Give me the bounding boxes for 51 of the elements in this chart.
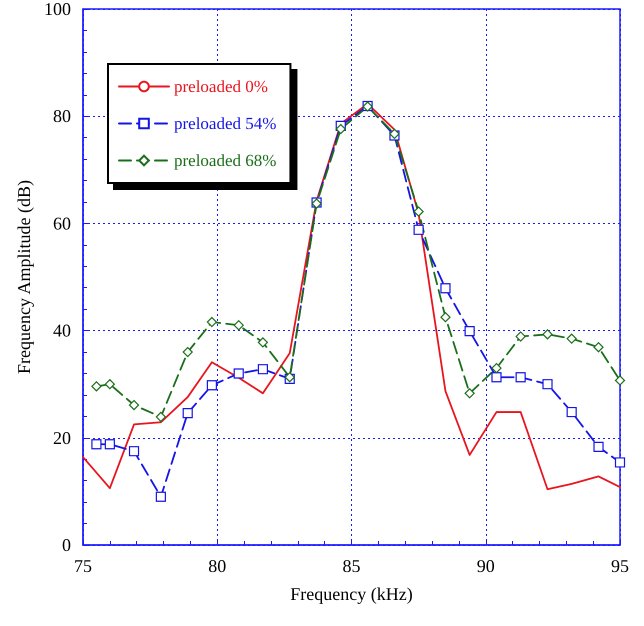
x-tick-label: 95 <box>611 556 629 576</box>
y-tick-label: 80 <box>53 106 71 126</box>
x-axis-title: Frequency (kHz) <box>290 584 413 604</box>
point <box>542 329 553 340</box>
legend-label: preloaded 54% <box>174 114 276 133</box>
point <box>206 316 217 328</box>
point <box>516 331 526 342</box>
point <box>258 364 268 374</box>
point <box>491 363 502 374</box>
point <box>414 206 424 217</box>
x-tick-label: 90 <box>476 556 495 576</box>
point <box>516 372 526 382</box>
point <box>104 379 115 390</box>
point <box>104 439 115 450</box>
point <box>464 388 475 398</box>
point <box>614 375 626 386</box>
point <box>491 372 502 382</box>
point <box>128 400 140 410</box>
point <box>156 412 166 422</box>
y-tick-label: 100 <box>44 0 71 19</box>
x-tick-label: 80 <box>208 556 226 576</box>
x-tick-label: 85 <box>342 556 360 576</box>
y-tick-label: 60 <box>53 213 71 234</box>
point <box>182 408 193 418</box>
point <box>258 337 268 348</box>
point <box>336 124 346 134</box>
point <box>566 334 577 344</box>
point <box>91 439 102 450</box>
point <box>440 283 451 294</box>
legend-label: preloaded 0% <box>174 77 268 96</box>
point <box>614 457 626 468</box>
point <box>234 320 244 330</box>
point <box>128 446 140 456</box>
point <box>566 406 577 418</box>
point <box>593 442 604 452</box>
y-axis-title: Frequency Amplitude (dB) <box>14 180 34 374</box>
point <box>440 312 451 322</box>
point <box>182 346 193 358</box>
x-tick-label: 75 <box>74 556 92 576</box>
point <box>464 326 475 336</box>
point <box>234 368 244 379</box>
point <box>91 381 102 392</box>
legend-label: preloaded 68% <box>174 151 276 170</box>
point <box>206 380 217 390</box>
point <box>593 342 604 352</box>
y-tick-label: 20 <box>53 428 71 448</box>
point <box>156 492 166 502</box>
point <box>414 224 424 235</box>
y-tick-label: 40 <box>53 320 71 341</box>
point <box>542 379 553 390</box>
y-tick-label: 0 <box>62 535 71 555</box>
